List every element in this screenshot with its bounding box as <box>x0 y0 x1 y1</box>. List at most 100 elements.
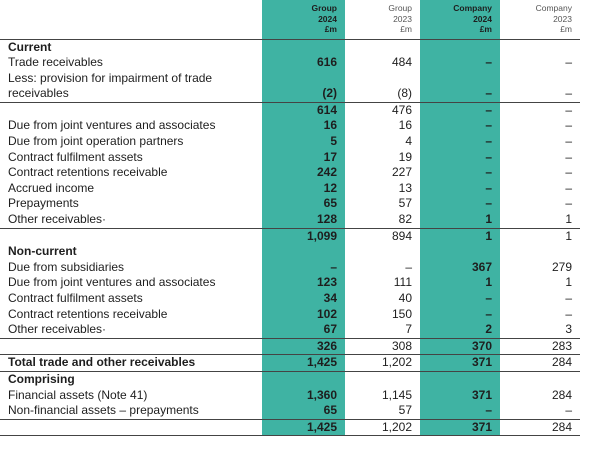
cell-value: 1,099 <box>262 228 345 245</box>
row-label <box>0 228 262 244</box>
cell-value <box>345 39 420 55</box>
header-blank <box>0 0 262 39</box>
column-header-line: Group <box>311 3 338 13</box>
cell-value: – <box>420 196 500 213</box>
cell-value: – <box>420 180 500 197</box>
cell-value: – <box>565 180 572 195</box>
cell-value: 111 <box>393 275 412 290</box>
cell-value: 1 <box>565 275 572 290</box>
cell-value: 7 <box>405 322 412 337</box>
cell-value <box>345 244 420 260</box>
cell-value: 371 <box>420 419 500 436</box>
cell-value: 484 <box>391 55 412 70</box>
row-label: Less: provision for impairment of trade … <box>8 70 213 101</box>
table-row: Total trade and other receivables 1,425 1,… <box>0 354 580 372</box>
cell-value: 12 <box>262 180 345 197</box>
cell-value: – <box>565 165 572 180</box>
cell-value: 616 <box>262 55 345 71</box>
table-row: Contract retentions receivable 242 227– – <box>0 165 580 181</box>
table-row: Contract fulfilment assets 34 40– – <box>0 291 580 307</box>
cell-value: – <box>565 306 572 321</box>
cell-value: 19 <box>398 149 412 164</box>
table-row: Prepayments 65 57– – <box>0 196 580 213</box>
cell-value: – <box>565 291 572 305</box>
cell-value: – <box>262 259 345 276</box>
row-label: Due from joint ventures and associates <box>8 275 216 290</box>
cell-value: 3 <box>565 322 572 337</box>
cell-value: 128 <box>262 212 345 229</box>
row-label: Prepayments <box>8 196 79 211</box>
cell-value <box>420 244 500 260</box>
row-label: Accrued income <box>8 180 95 195</box>
row-label: Due from joint operation partners <box>8 134 184 149</box>
cell-value: 34 <box>262 291 345 307</box>
cell-value: 370 <box>420 338 500 355</box>
column-header: Company 2024 £m <box>420 0 500 39</box>
table-body: Current Trade receivables 616 484– – Less: pr… <box>0 39 580 436</box>
cell-value: 67 <box>262 322 345 339</box>
cell-value: 367 <box>420 259 500 276</box>
cell-value: 1 <box>565 212 572 227</box>
cell-value: 1,360 <box>262 387 345 404</box>
cell-value: – <box>420 291 500 307</box>
cell-value: 614 <box>262 102 345 119</box>
receivables-table: Group 2024 £m Group 2023 £m Company 2024 £m Compa… <box>0 0 580 436</box>
table-row: Non-current <box>0 244 580 260</box>
row-label: Current <box>8 39 52 54</box>
table-row: Accrued income 12 13– – <box>0 180 580 197</box>
table-row: Comprising <box>0 371 580 388</box>
table-row: Less: provision for impairment of trade … <box>0 70 580 103</box>
cell-value: 1 <box>420 228 500 245</box>
table-row: 614 476– – <box>0 102 580 119</box>
row-label: Contract retentions receivable <box>8 306 168 321</box>
row-label: Contract fulfilment assets <box>8 149 143 164</box>
cell-value: – <box>420 118 500 135</box>
table-row: Due from subsidiaries – –367 279 <box>0 259 580 276</box>
table-row: Financial assets (Note 41) 1,360 1,145 371 2… <box>0 387 580 404</box>
cell-value: 326 <box>262 338 345 355</box>
table-header: Group 2024 £m Group 2023 £m Company 2024 £m Compa… <box>0 0 580 39</box>
cell-value: – <box>420 70 500 103</box>
cell-value: (2) <box>262 70 345 103</box>
cell-value: 894 <box>391 228 412 243</box>
cell-value: 1 <box>420 212 500 229</box>
cell-value: 227 <box>391 165 412 180</box>
row-label: Due from subsidiaries <box>8 259 125 274</box>
row-label <box>0 419 262 436</box>
row-label: Trade receivables <box>8 55 103 70</box>
cell-value: 1 <box>420 275 500 291</box>
table-row: Due from joint ventures and associates 12… <box>0 275 580 291</box>
cell-value: 102 <box>262 306 345 323</box>
header-row: Group 2024 £m Group 2023 £m Company 2024 £m Compa… <box>0 0 580 39</box>
cell-value: 1,145 <box>381 387 412 402</box>
cell-value: 1 <box>565 228 572 243</box>
table-row: Contract fulfilment assets 17 19– – <box>0 149 580 166</box>
cell-value: 57 <box>398 196 412 211</box>
cell-value: 308 <box>391 338 412 353</box>
cell-value: 16 <box>398 118 412 133</box>
row-label: Other receivables· <box>8 212 107 227</box>
column-header-line: 2023 <box>393 13 412 24</box>
row-label: Non-current <box>8 244 77 259</box>
column-header: Group 2023 £m <box>345 0 420 39</box>
cell-value: 1,425 <box>262 419 345 436</box>
cell-value: 1,202 <box>381 355 412 370</box>
cell-value: 40 <box>398 291 412 305</box>
cell-value: – <box>420 134 500 150</box>
cell-value <box>420 371 500 388</box>
cell-value <box>262 39 345 56</box>
cell-value: – <box>565 86 572 101</box>
column-header: Company 2023 £m <box>500 0 580 39</box>
cell-value <box>345 371 420 387</box>
table-row: 1,099 894 1 1 <box>0 228 580 245</box>
cell-value <box>500 371 580 387</box>
cell-value: – <box>565 403 572 418</box>
cell-value: – <box>420 165 500 181</box>
table-row: Due from joint ventures and associates 16… <box>0 118 580 135</box>
row-label: Contract fulfilment assets <box>8 291 143 305</box>
cell-value: (8) <box>397 86 412 101</box>
cell-value <box>420 39 500 56</box>
cell-value: 17 <box>262 149 345 166</box>
cell-value: 65 <box>262 196 345 213</box>
cell-value: – <box>420 102 500 119</box>
